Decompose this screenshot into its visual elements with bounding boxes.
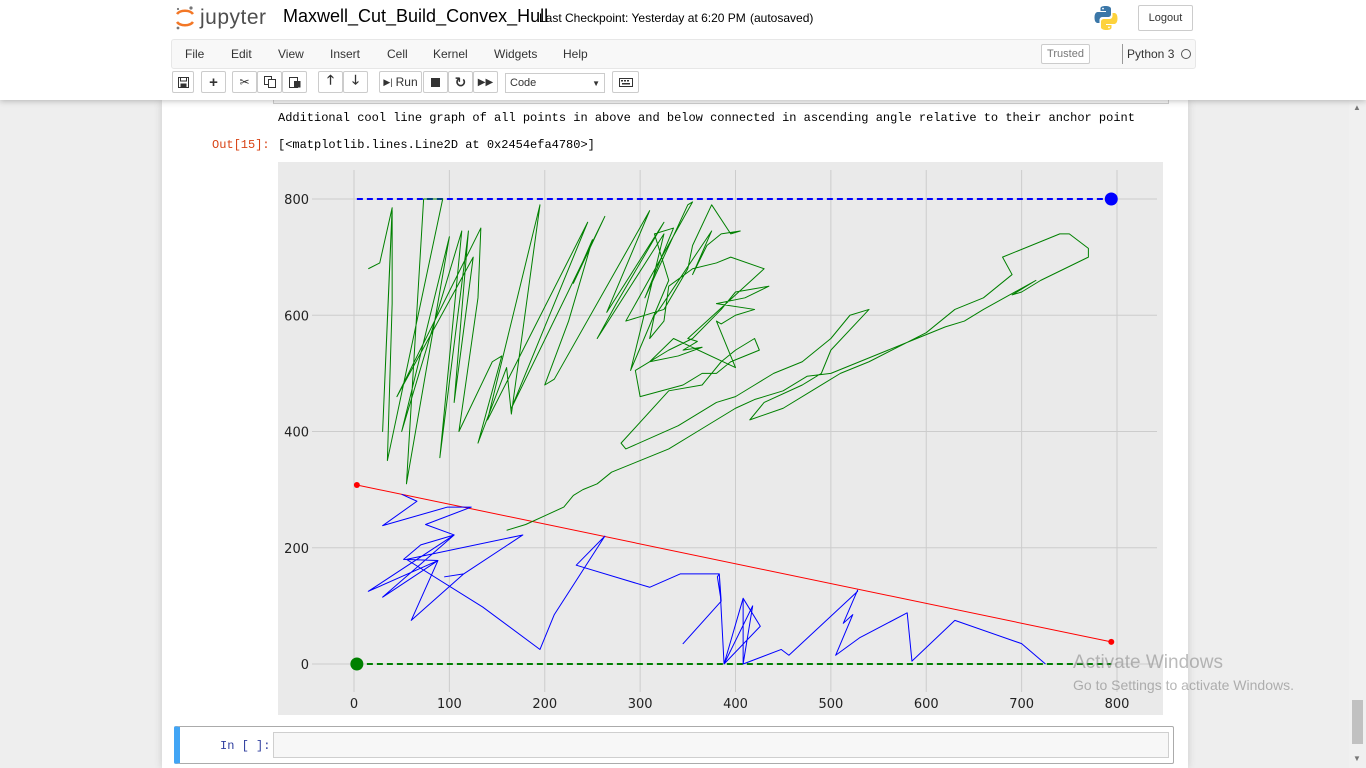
scrollbar-thumb[interactable] [1352, 700, 1363, 744]
vertical-scrollbar[interactable] [1349, 100, 1366, 768]
interrupt-button[interactable] [423, 71, 448, 93]
logout-button[interactable]: Logout [1138, 5, 1193, 31]
above-points-polyline [368, 198, 1089, 531]
code-cell-input[interactable] [273, 732, 1169, 758]
activate-windows-subtitle: Go to Settings to activate Windows. [1073, 677, 1294, 693]
x-tick-label: 500 [818, 697, 843, 712]
output-text: [<matplotlib.lines.Line2D at 0x2454efa47… [278, 138, 595, 152]
run-icon: ▶| [383, 76, 393, 87]
menu-insert[interactable]: Insert [330, 47, 361, 61]
notebook-header: jupyter Maxwell_Cut_Build_Convex_Hull La… [0, 0, 1366, 100]
scroll-up-icon[interactable]: ▲ [1353, 103, 1361, 112]
menu-cell[interactable]: Cell [387, 47, 408, 61]
x-tick-label: 0 [350, 697, 358, 712]
below-points-polyline [367, 493, 1046, 665]
x-tick-label: 700 [1009, 697, 1034, 712]
save-button[interactable] [172, 71, 194, 93]
cut-button[interactable]: ✂ [232, 71, 257, 93]
plus-icon: + [209, 73, 218, 91]
scroll-down-icon[interactable]: ▼ [1353, 754, 1361, 763]
save-icon [177, 76, 189, 88]
y-tick-label: 0 [301, 658, 309, 673]
anchor-point-marker [1104, 192, 1118, 206]
line-chart: 0 100 200 300 400 500 600 700 800 0 200 400 600 800 [278, 162, 1163, 715]
kernel-status-icon [1181, 49, 1191, 59]
move-down-button[interactable]: 🡓 [343, 71, 368, 93]
y-tick-label: 600 [284, 309, 309, 324]
run-button[interactable]: ▶| Run [379, 71, 422, 93]
paste-icon [288, 77, 300, 88]
stream-output: Additional cool line graph of all points… [278, 111, 1135, 125]
menu-edit[interactable]: Edit [231, 47, 252, 61]
menu-kernel[interactable]: Kernel [433, 47, 468, 61]
chart-grid [312, 170, 1157, 692]
x-tick-label: 400 [723, 697, 748, 712]
jupyter-logo-icon [175, 6, 195, 30]
x-tick-label: 200 [532, 697, 557, 712]
chart-ticks: 0 100 200 300 400 500 600 700 800 0 200 400 600 800 [284, 193, 1129, 712]
cell-type-select[interactable]: Code ▼ [505, 73, 605, 93]
anchor-point-marker [350, 657, 364, 671]
y-tick-label: 800 [284, 193, 309, 208]
move-up-button[interactable]: 🡑 [318, 71, 343, 93]
dividing-line-endpoint [353, 481, 360, 488]
cell-type-value: Code [510, 77, 537, 89]
arrow-up-icon: 🡑 [327, 72, 334, 87]
kernel-separator [1122, 44, 1123, 64]
x-tick-label: 300 [628, 697, 653, 712]
menu-help[interactable]: Help [563, 47, 588, 61]
previous-cell-input[interactable] [273, 96, 1169, 104]
x-tick-label: 600 [914, 697, 939, 712]
logo-text: jupyter [200, 6, 267, 29]
paste-button[interactable] [282, 71, 307, 93]
restart-icon: ↻ [454, 73, 467, 90]
run-label: Run [395, 75, 418, 89]
add-cell-button[interactable]: + [201, 71, 226, 93]
command-palette-button[interactable] [612, 71, 639, 93]
menubar: File Edit View Insert Cell Kernel Widget… [171, 39, 1196, 69]
keyboard-icon [618, 77, 633, 87]
activate-windows-title: Activate Windows [1073, 652, 1223, 673]
stop-icon [431, 77, 440, 87]
chart-series [350, 192, 1118, 671]
checkpoint-status: Last Checkpoint: Yesterday at 6:20 PM [539, 11, 746, 25]
restart-button[interactable]: ↻ [448, 71, 473, 93]
trusted-badge[interactable]: Trusted [1041, 44, 1090, 64]
notebook-title[interactable]: Maxwell_Cut_Build_Convex_Hull [283, 6, 549, 26]
menu-file[interactable]: File [185, 47, 205, 61]
python-logo-icon [1094, 6, 1118, 30]
dividing-line-endpoint [1108, 638, 1115, 645]
menu-view[interactable]: View [278, 47, 304, 61]
x-tick-label: 800 [1105, 697, 1130, 712]
output-prompt: Out[15]: [212, 138, 270, 152]
kernel-name: Python 3 [1127, 47, 1175, 61]
restart-run-all-button[interactable]: ▶▶ [473, 71, 498, 93]
dividing-line [356, 484, 1112, 643]
chevron-down-icon: ▼ [592, 78, 600, 88]
autosave-status: (autosaved) [750, 11, 814, 25]
copy-button[interactable] [257, 71, 282, 93]
y-tick-label: 200 [284, 542, 309, 557]
jupyter-logo[interactable]: jupyter [174, 4, 267, 32]
menu-widgets[interactable]: Widgets [494, 47, 538, 61]
copy-icon [263, 76, 276, 88]
cut-icon: ✂ [239, 75, 250, 89]
fast-forward-icon: ▶▶ [477, 76, 494, 88]
arrow-down-icon: 🡓 [352, 72, 359, 87]
input-prompt: In [ ]: [220, 739, 271, 753]
x-tick-label: 100 [437, 697, 462, 712]
plot-background [278, 162, 1163, 715]
y-tick-label: 400 [284, 426, 309, 441]
